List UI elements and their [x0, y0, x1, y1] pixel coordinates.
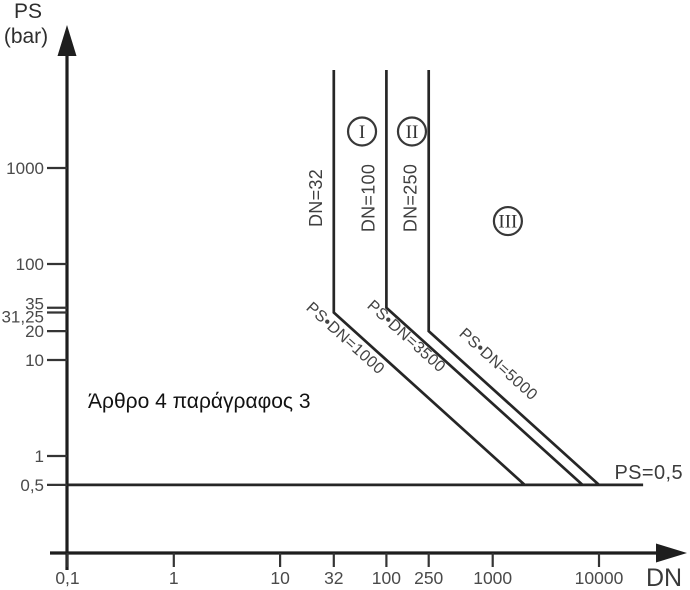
- dn-boundary-label: DN=32: [306, 169, 326, 227]
- y-tick-label: 35: [25, 295, 44, 314]
- y-tick-label: 100: [16, 255, 44, 274]
- baseline-label: PS=0,5: [614, 462, 683, 484]
- y-tick-label: 1: [35, 447, 44, 466]
- x-tick-label: 1000: [473, 568, 512, 588]
- dn-boundary-label: DN=100: [358, 164, 378, 232]
- x-axis-title: DN: [646, 564, 682, 590]
- article-annotation: Άρθρο 4 παράγραφος 3: [88, 390, 311, 413]
- y-axis-title: PS: [14, 0, 42, 23]
- x-axis-arrow-icon: [656, 543, 687, 563]
- zone-circle: [492, 205, 524, 237]
- x-tick-label: 10000: [575, 568, 624, 588]
- dn-boundary-label: DN=250: [401, 164, 421, 232]
- x-tick-label: 0,1: [55, 568, 79, 588]
- boundary-line: [332, 70, 526, 486]
- zone-numeral: II: [406, 122, 419, 143]
- y-tick-label: 1000: [6, 159, 44, 178]
- zone-numeral: I: [359, 122, 365, 143]
- x-tick-label: 1: [169, 568, 179, 588]
- x-tick-label: 250: [414, 568, 443, 588]
- y-tick-label: 0,5: [20, 476, 44, 495]
- boundary-line: [427, 70, 600, 486]
- y-tick-label: 31,25: [1, 308, 44, 327]
- y-tick-label: 10: [25, 351, 44, 370]
- x-tick-label: 10: [270, 568, 290, 588]
- zone-numeral: III: [498, 212, 517, 233]
- zone-circle: [396, 116, 428, 147]
- y-tick-label: 20: [25, 322, 44, 341]
- y-axis-arrow-icon: [57, 25, 77, 56]
- x-tick-label: 100: [372, 568, 401, 588]
- x-tick-label: 32: [324, 568, 343, 588]
- y-axis-unit-label: (bar): [4, 25, 48, 48]
- zone-circle: [346, 116, 378, 147]
- boundary-line: [385, 70, 584, 486]
